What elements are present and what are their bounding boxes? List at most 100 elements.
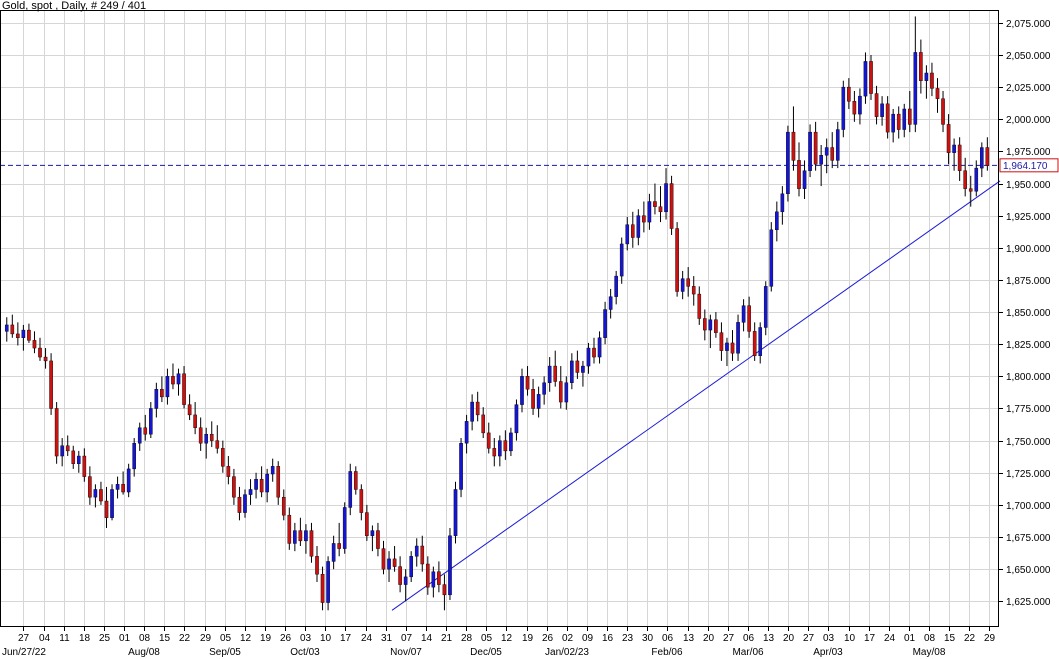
candle-body [813, 131, 818, 165]
candle-body [187, 404, 192, 416]
candle-body [221, 448, 225, 467]
x-month-label: Feb/06 [651, 647, 683, 658]
candle-body [525, 376, 530, 390]
candle-body [459, 442, 463, 490]
candle-up [176, 368, 181, 396]
candle-body [149, 408, 153, 435]
candle-body [741, 305, 746, 323]
candle-down [298, 517, 303, 547]
candle-down [215, 425, 220, 454]
candle-body [730, 342, 735, 354]
x-day-label: 08 [924, 633, 936, 644]
candle-down [54, 402, 59, 464]
candle-body [664, 183, 668, 213]
x-day-label: 10 [844, 633, 856, 644]
y-tick-label: 2,050.000 [1006, 51, 1051, 62]
candle-up [913, 16, 918, 133]
candle-body [348, 471, 353, 508]
candle-down [381, 540, 386, 575]
candle-body [675, 228, 679, 292]
candle-body [453, 489, 458, 536]
candle-body [365, 512, 369, 536]
candle-down [187, 394, 192, 421]
candle-body [486, 432, 491, 449]
candle-down [642, 201, 646, 233]
candle-body [281, 496, 286, 516]
candle-up [204, 427, 209, 459]
candle-body [226, 466, 231, 477]
candle-down [10, 314, 15, 338]
candle-body [608, 296, 613, 310]
x-day-label: 02 [562, 633, 574, 644]
candle-up [21, 324, 26, 351]
candle-down [719, 322, 724, 361]
candle-body [536, 394, 541, 409]
y-tick-label: 1,850.000 [1006, 308, 1051, 319]
candle-down [337, 522, 341, 557]
candle-up [409, 551, 413, 583]
candle-body [581, 365, 585, 373]
candle-down [437, 561, 441, 593]
candle-body [232, 476, 236, 498]
candle-body [437, 571, 441, 585]
candle-down [353, 466, 358, 495]
candle-body [686, 278, 690, 287]
candle-body [237, 496, 242, 513]
candle-body [420, 545, 425, 565]
y-tick-label: 1,625.000 [1006, 597, 1051, 608]
candle-body [736, 322, 740, 354]
x-month-label: May/08 [913, 647, 946, 658]
candle-down [791, 106, 796, 171]
candle-body [392, 558, 397, 567]
candle-down [38, 337, 42, 361]
candle-up [780, 186, 785, 225]
candle-body [370, 530, 375, 536]
candle-up [403, 569, 408, 602]
candle-body [841, 86, 846, 130]
candle-up [370, 525, 375, 552]
x-day-label: 04 [39, 633, 51, 644]
candle-body [359, 489, 364, 513]
x-day-label: 15 [159, 633, 171, 644]
candle-down [752, 322, 757, 361]
candle-body [54, 408, 59, 457]
candle-up [448, 528, 452, 601]
candle-up [758, 322, 763, 364]
candle-body [570, 360, 574, 383]
candle-body [564, 382, 569, 403]
candle-down [88, 466, 92, 505]
candle-down [160, 376, 164, 403]
grid-lines [0, 10, 999, 627]
candle-body [597, 337, 602, 358]
candle-down [426, 556, 430, 595]
x-day-label: 17 [864, 633, 876, 644]
candle-body [426, 563, 430, 588]
candle-body [847, 86, 851, 102]
x-day-label: 29 [200, 633, 212, 644]
y-tick-label: 1,775.000 [1006, 404, 1051, 415]
candle-body [209, 433, 214, 441]
candle-body [442, 584, 447, 596]
candle-body [852, 101, 857, 115]
candle-body [575, 360, 580, 373]
candle-body [353, 471, 358, 490]
y-tick-label: 2,025.000 [1006, 83, 1051, 94]
candle-body [376, 530, 380, 549]
candle-body [747, 305, 751, 332]
candle-down [697, 286, 702, 325]
candle-body [470, 401, 474, 422]
y-tick-label: 1,900.000 [1006, 244, 1051, 255]
candle-body [880, 103, 884, 117]
candle-down [32, 331, 37, 354]
current-price-label: 1,964.170 [1003, 161, 1048, 172]
x-day-label: 01 [119, 633, 131, 644]
candle-body [775, 211, 779, 231]
candle-down [813, 121, 818, 171]
candle-down [968, 175, 973, 207]
candle-body [309, 530, 314, 557]
candle-body [863, 61, 868, 97]
candle-down [392, 546, 397, 572]
x-day-label: 20 [703, 633, 715, 644]
candle-body [259, 478, 264, 493]
